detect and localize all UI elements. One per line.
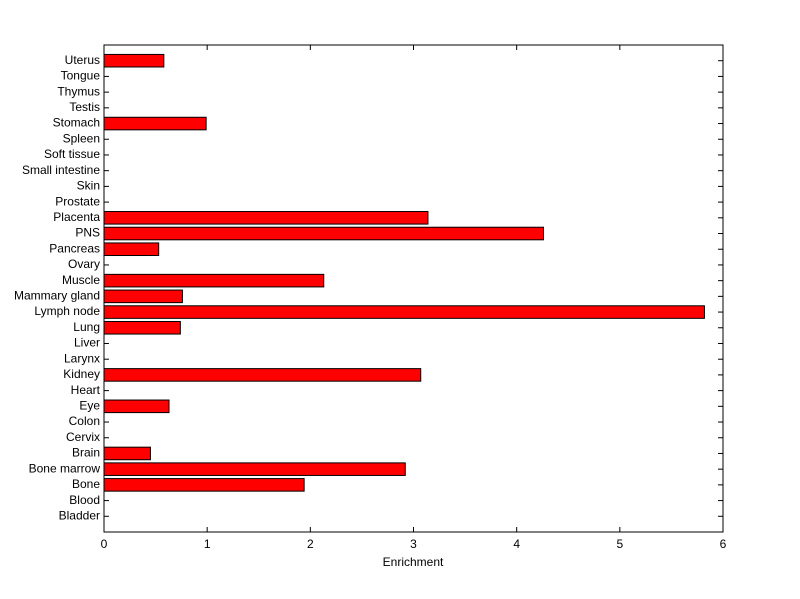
bar <box>103 446 151 461</box>
bar <box>103 53 165 68</box>
x-tick-label: 2 <box>307 537 314 551</box>
y-tick-label: Mammary gland <box>14 289 100 303</box>
y-tick-label: Tongue <box>61 69 101 83</box>
y-tick-label: Placenta <box>53 210 100 224</box>
y-tick-label: Skin <box>77 179 100 193</box>
y-tick-label: Larynx <box>64 351 100 365</box>
plot-frame <box>103 44 724 533</box>
y-tick-label: PNS <box>75 226 100 240</box>
bar <box>103 226 544 241</box>
y-tick-label: Muscle <box>62 273 100 287</box>
bar <box>103 211 429 225</box>
x-tick-label: 5 <box>616 537 623 551</box>
x-tick-label: 3 <box>410 537 417 551</box>
y-tick-label: Lymph node <box>34 304 100 318</box>
y-tick-label: Spleen <box>63 131 100 145</box>
y-tick-label: Eye <box>79 398 100 412</box>
y-tick-label: Thymus <box>57 84 100 98</box>
x-axis-label: Enrichment <box>383 555 444 569</box>
bar <box>103 368 422 382</box>
y-tick-label: Stomach <box>53 116 100 130</box>
y-tick-label: Bone marrow <box>29 461 101 475</box>
y-tick-label: Lung <box>73 320 100 334</box>
y-tick-label: Prostate <box>55 194 100 208</box>
y-tick-label: Testis <box>69 100 100 114</box>
bar <box>103 478 305 492</box>
bar <box>103 273 325 288</box>
y-tick-label: Blood <box>69 493 100 507</box>
bar <box>103 462 406 476</box>
bar <box>103 242 160 257</box>
y-tick-label: Heart <box>71 383 101 397</box>
x-tick-label: 6 <box>720 537 727 551</box>
bar <box>103 305 705 319</box>
y-tick-label: Ovary <box>68 257 100 271</box>
y-tick-label: Brain <box>72 446 100 460</box>
bar <box>103 320 181 335</box>
x-tick-label: 1 <box>204 537 211 551</box>
y-tick-label: Bone <box>72 477 100 491</box>
bar <box>103 289 183 304</box>
x-tick-label: 0 <box>101 537 108 551</box>
y-tick-label: Pancreas <box>49 241 100 255</box>
y-tick-label: Cervix <box>66 430 100 444</box>
y-tick-label: Liver <box>74 336 100 350</box>
bar <box>103 116 207 131</box>
y-tick-label: Small intestine <box>22 163 100 177</box>
y-tick-label: Colon <box>69 414 100 428</box>
y-tick-label: Kidney <box>63 367 100 381</box>
y-tick-label: Soft tissue <box>44 147 100 161</box>
y-tick-label: Bladder <box>59 508 100 522</box>
x-tick-label: 4 <box>513 537 520 551</box>
bar <box>103 399 170 414</box>
y-tick-label: Uterus <box>65 53 100 67</box>
